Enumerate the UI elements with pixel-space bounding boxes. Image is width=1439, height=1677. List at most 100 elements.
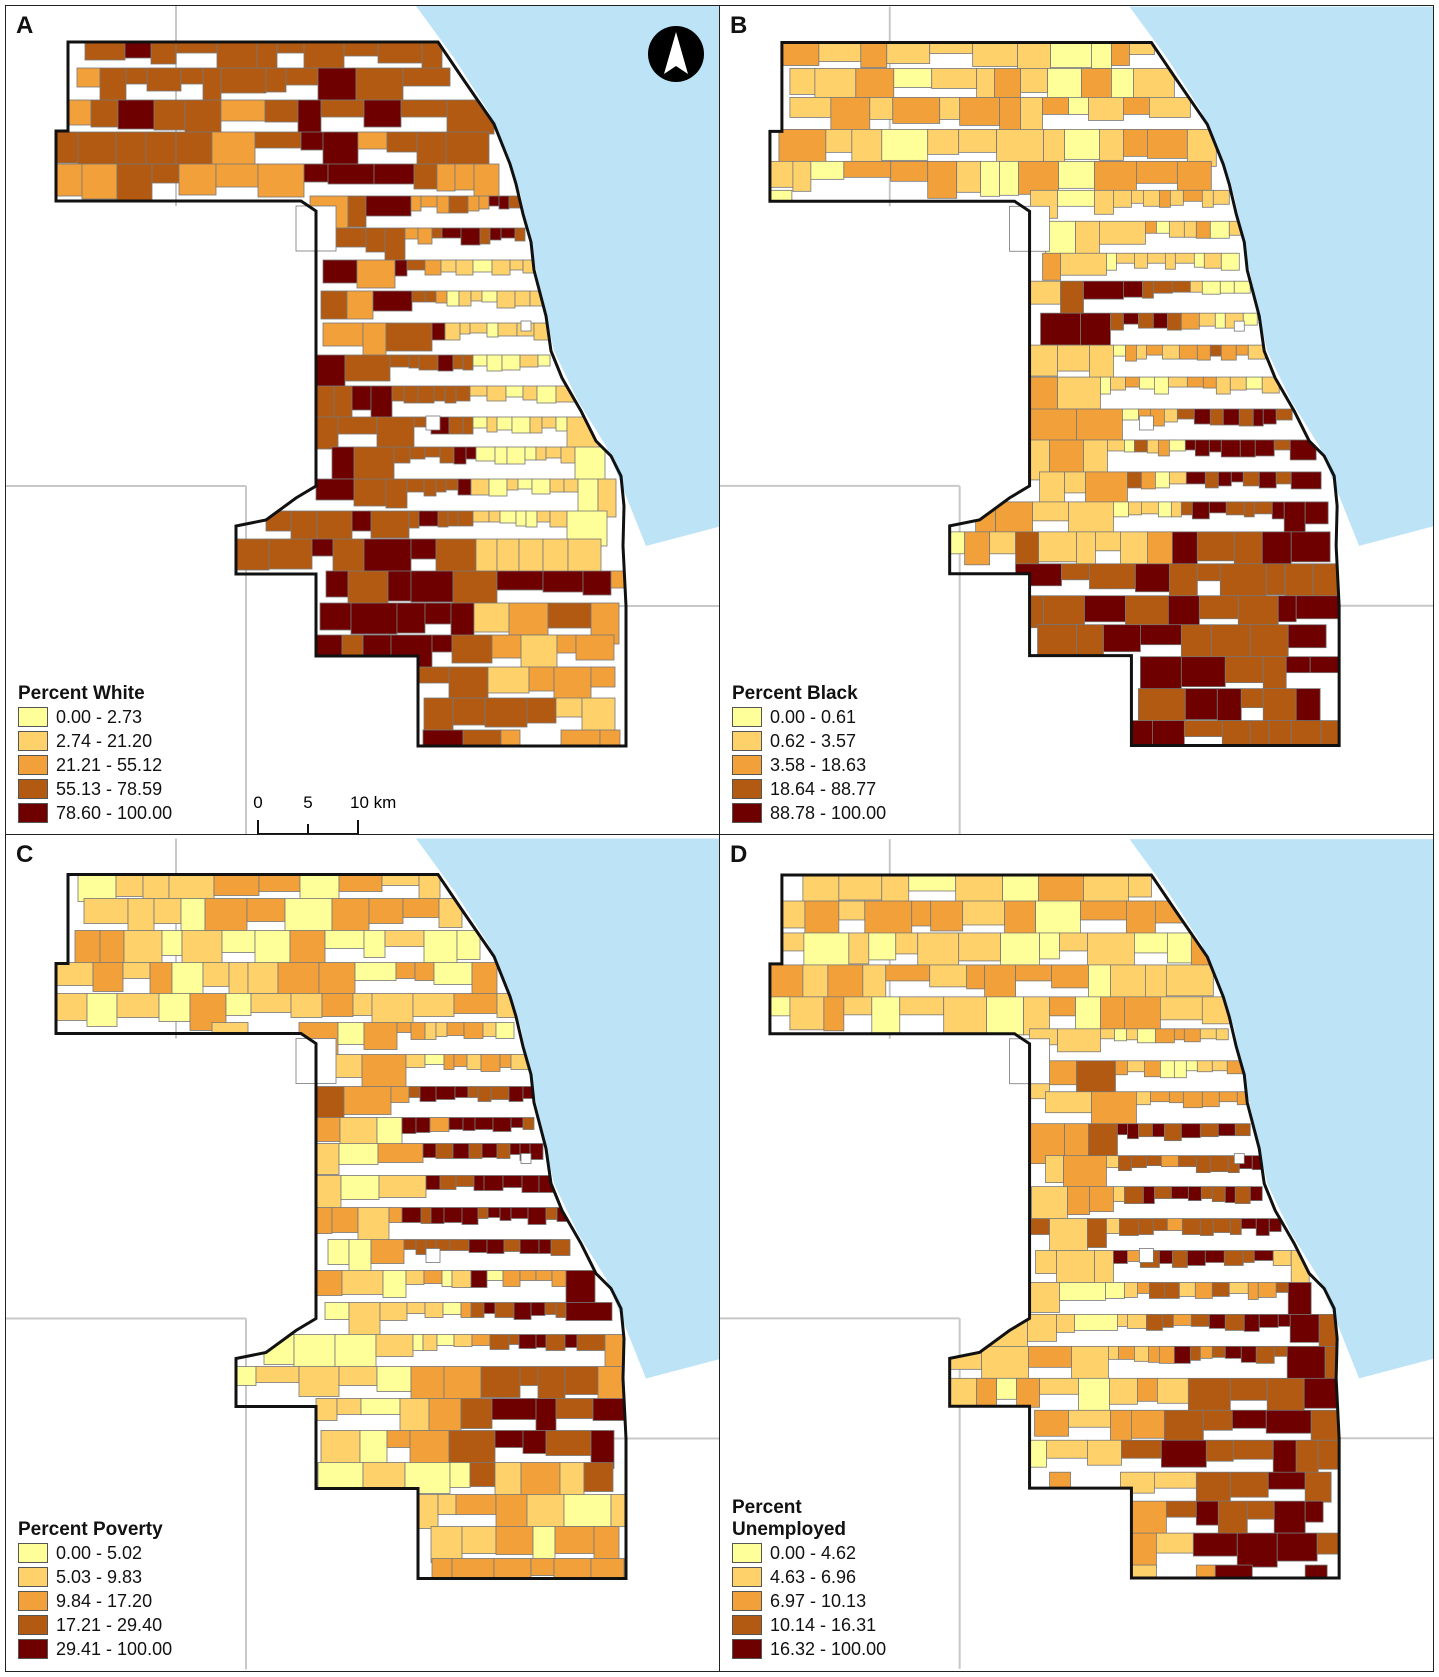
lake-michigan [416,838,720,1379]
census-tract [311,538,334,557]
census-tract [959,97,1001,126]
census-tract [337,1022,365,1045]
census-tract [1246,1500,1275,1520]
census-tract [153,99,186,131]
census-tract [1038,875,1084,904]
census-tract [1113,1250,1128,1264]
unpopulated-area [520,320,532,332]
census-tract [378,1175,427,1198]
census-tract [1049,996,1076,1017]
census-tract [1220,344,1237,361]
census-tract [448,195,469,214]
census-tract [472,510,490,523]
census-tract [484,697,528,728]
census-tract [321,993,354,1017]
census-tract [1224,656,1264,684]
census-tract [1147,129,1188,159]
census-tract [941,531,966,555]
census-tract [506,446,526,465]
census-tract [1115,1060,1128,1076]
census-tract [338,874,383,892]
census-tract [1273,1345,1288,1357]
census-tract [1211,1282,1230,1297]
census-tract [376,1117,403,1145]
unpopulated-area [520,1153,532,1164]
census-tract [984,964,1016,999]
census-tract [1116,252,1135,264]
census-tract [1254,439,1275,457]
census-tract [1140,624,1182,646]
census-tract [175,42,218,54]
census-tract [574,446,606,484]
census-tract [1228,1282,1249,1294]
census-tract [436,163,456,192]
census-tract [1000,932,1040,966]
census-tract [343,1086,392,1115]
census-tract [431,634,453,653]
census-tract [1289,1314,1320,1343]
census-tract [929,964,968,988]
census-tract [481,1143,498,1158]
census-tract [489,1334,510,1350]
census-tract [1149,1091,1170,1103]
census-tract [505,385,524,398]
census-tract [927,129,960,155]
census-tract [1239,439,1256,458]
census-tract [1182,189,1203,202]
census-tract [814,68,857,102]
census-tract [336,1398,362,1415]
census-tract [1134,252,1148,269]
census-tract [435,478,447,493]
census-tract [387,570,412,602]
census-tract [115,874,144,897]
census-tract [265,67,287,93]
census-tract [1042,252,1061,281]
census-tract [590,1558,625,1579]
census-tract [379,1302,408,1321]
census-tract [1051,964,1089,989]
legend-label: 5.03 - 9.83 [56,1566,143,1587]
census-tract [1129,42,1155,55]
census-tract [1229,1218,1242,1235]
legend-label: 0.00 - 2.73 [56,706,143,727]
census-tract [1141,471,1156,490]
census-tract [332,538,365,574]
census-tract [317,67,357,101]
census-tract [412,993,455,1017]
census-tract [999,160,1019,196]
census-tract [1122,408,1139,421]
census-tract [1193,408,1211,425]
census-tract [255,1366,300,1383]
unpopulated-area [1139,415,1154,431]
census-tract [1106,252,1117,271]
legend-swatch [732,779,762,799]
census-tract [377,42,423,64]
census-tract [362,634,392,669]
legend-row: 16.32 - 100.00 [732,1637,886,1661]
census-tract [838,900,866,921]
census-tract [431,322,446,341]
census-tract [1089,344,1114,380]
census-tract [508,1334,520,1345]
census-tract [322,259,358,284]
census-tract [86,993,118,1027]
census-tract [371,993,414,1024]
legend-swatch [732,1639,762,1659]
census-tract [1262,408,1277,425]
census-tract [460,1398,493,1429]
census-tract [254,930,291,967]
legend-label: 18.64 - 88.77 [770,778,877,799]
legend-label: 0.00 - 4.62 [770,1542,857,1563]
lake-michigan [416,6,720,546]
census-tract [411,290,426,303]
census-tract [529,416,543,434]
census-tract [555,697,583,718]
census-tract [384,227,406,264]
census-tract [424,602,452,625]
census-tract [1275,471,1292,485]
census-tract [1137,1282,1150,1294]
census-tract [1242,312,1258,326]
census-tract [1184,439,1196,451]
census-tract [1134,932,1168,954]
census-tract [1126,1028,1138,1041]
